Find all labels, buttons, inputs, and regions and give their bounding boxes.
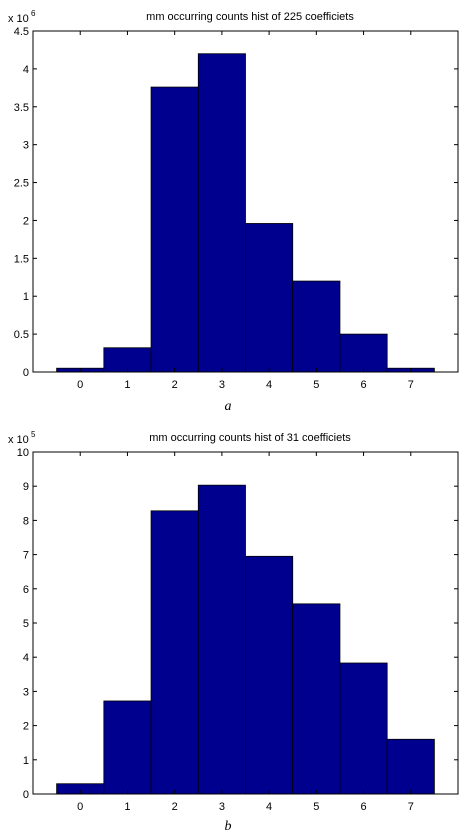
x-tick-label: 5 bbox=[313, 379, 319, 391]
histogram-bar bbox=[103, 700, 152, 795]
x-tick-label: 4 bbox=[266, 379, 272, 391]
x-tick-label: 7 bbox=[408, 801, 414, 813]
panel-caption: b bbox=[225, 819, 232, 833]
x-tick-label: 1 bbox=[124, 379, 130, 391]
histogram-bar bbox=[386, 738, 435, 795]
histogram-bar bbox=[150, 510, 199, 795]
histogram-bar bbox=[197, 53, 246, 373]
y-tick-label: 7 bbox=[23, 550, 29, 562]
histogram-panel-b: x 10 5 mm occurring counts hist of 31 co… bbox=[8, 430, 459, 833]
axes: 0 0.5 1 1.5 2 2.5 3 3.5 4 4.5 0 1 2 3 4 5 6 7 bbox=[14, 26, 459, 391]
histogram-bar bbox=[245, 223, 294, 373]
axes: 0 1 2 3 4 5 6 7 8 9 10 0 1 2 3 4 5 6 7 bbox=[17, 447, 459, 813]
x-tick-label: 4 bbox=[266, 801, 272, 813]
x-tick-label: 2 bbox=[172, 379, 178, 391]
histogram-bar bbox=[150, 86, 199, 373]
y-axis-multiplier: x 10 bbox=[8, 13, 29, 25]
y-tick-label: 9 bbox=[23, 481, 29, 493]
x-tick-label: 7 bbox=[408, 379, 414, 391]
x-tick-label: 1 bbox=[124, 801, 130, 813]
y-tick-label: 1.5 bbox=[14, 253, 29, 265]
y-tick-label: 2 bbox=[23, 721, 29, 733]
multiplier: x 10 5 bbox=[8, 430, 36, 446]
x-tick-label: 3 bbox=[219, 379, 225, 391]
y-tick-label: 4 bbox=[23, 64, 29, 76]
histogram-bar bbox=[197, 484, 246, 795]
axes-frame bbox=[32, 30, 459, 373]
y-axis-multiplier-exponent: 5 bbox=[31, 430, 36, 439]
x-tick-label: 3 bbox=[219, 801, 225, 813]
bars bbox=[56, 484, 435, 795]
chart-title: mm occurring counts hist of 31 coefficie… bbox=[149, 432, 351, 444]
x-tick-label: 5 bbox=[313, 801, 319, 813]
chart-title: mm occurring counts hist of 225 coeffici… bbox=[146, 11, 354, 23]
y-tick-label: 4.5 bbox=[14, 26, 29, 38]
x-tick-label: 2 bbox=[172, 801, 178, 813]
histogram-bar bbox=[339, 662, 388, 795]
histogram-bar bbox=[245, 555, 294, 795]
histogram-panel-a: x 10 6 mm occurring counts hist of 225 c… bbox=[8, 9, 459, 414]
y-axis-multiplier: x 10 bbox=[8, 434, 29, 446]
panel-caption: a bbox=[225, 399, 232, 414]
y-tick-label: 5 bbox=[23, 618, 29, 630]
histogram-bar bbox=[292, 280, 341, 373]
y-tick-label: 0.5 bbox=[14, 329, 29, 341]
y-tick-label: 2 bbox=[23, 215, 29, 227]
x-tick-label: 6 bbox=[360, 801, 366, 813]
x-tick-label: 0 bbox=[77, 379, 83, 391]
y-tick-label: 4 bbox=[23, 652, 29, 664]
y-axis-multiplier-exponent: 6 bbox=[31, 9, 36, 18]
multiplier: x 10 6 bbox=[8, 9, 36, 25]
y-tick-label: 2.5 bbox=[14, 178, 29, 190]
y-tick-label: 8 bbox=[23, 515, 29, 527]
histogram-bar bbox=[292, 603, 341, 795]
y-tick-label: 0 bbox=[23, 367, 29, 379]
y-tick-label: 3 bbox=[23, 140, 29, 152]
y-tick-label: 10 bbox=[17, 447, 29, 459]
y-tick-label: 6 bbox=[23, 584, 29, 596]
y-tick-label: 1 bbox=[23, 291, 29, 303]
y-tick-label: 0 bbox=[23, 789, 29, 801]
y-tick-label: 3 bbox=[23, 686, 29, 698]
histogram-bar bbox=[339, 333, 388, 373]
y-tick-label: 3.5 bbox=[14, 102, 29, 114]
y-tick-label: 1 bbox=[23, 755, 29, 767]
x-tick-label: 6 bbox=[360, 379, 366, 391]
x-tick-label: 0 bbox=[77, 801, 83, 813]
bars bbox=[56, 53, 435, 373]
